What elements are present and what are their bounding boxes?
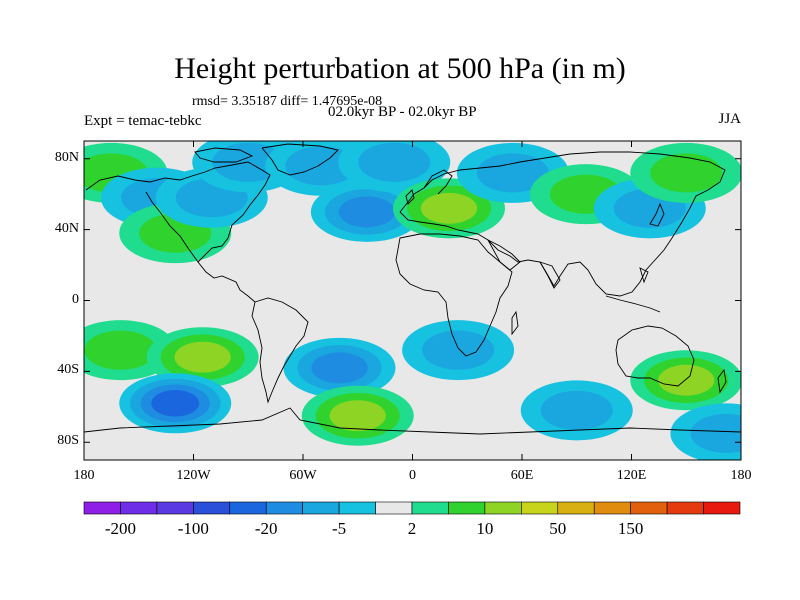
- contour-level: [476, 153, 549, 193]
- contour-blob: [393, 178, 505, 239]
- contour-blob: [520, 380, 633, 441]
- colorbar-swatch: [338, 501, 376, 515]
- colorbar-swatch: [557, 501, 595, 515]
- contour-blob: [310, 181, 423, 242]
- period-label: 02.0kyr BP - 02.0kyr BP: [328, 104, 477, 120]
- contour-fill-layer: [84, 141, 741, 460]
- contour-level: [540, 390, 613, 430]
- colorbar-label: -100: [177, 519, 209, 538]
- contour-blob: [630, 142, 741, 203]
- latitude-label: 80N: [54, 149, 79, 165]
- contour-blob: [146, 327, 259, 388]
- colorbar-swatch: [411, 501, 449, 515]
- colorbar-label: -5: [332, 519, 347, 538]
- contour-level: [174, 341, 231, 373]
- rmsd-diff-stats: rmsd= 3.35187 diff= 1.47695e-08: [192, 94, 383, 109]
- longitude-label: 120W: [176, 468, 211, 483]
- contour-blob: [338, 141, 451, 193]
- colorbar-swatch: [193, 501, 231, 515]
- colorbar-swatch: [375, 501, 413, 515]
- contour-level: [338, 196, 395, 228]
- colorbar-swatch: [666, 501, 704, 515]
- colorbar-swatch: [265, 501, 303, 515]
- colorbar-label: -20: [254, 519, 278, 538]
- contour-level: [658, 364, 715, 396]
- colorbar-swatch: [156, 501, 194, 515]
- latitude-label: 0: [72, 291, 79, 307]
- experiment-label: Expt = temac-tebkc: [84, 113, 202, 129]
- contour-level: [151, 390, 200, 417]
- contour-blob: [301, 385, 414, 446]
- longitude-label: 180: [73, 468, 95, 483]
- colorbar-label: 10: [476, 519, 494, 538]
- axis-ticks: [83, 141, 742, 460]
- colorbar-swatch: [593, 501, 631, 515]
- longitude-label: 180: [730, 468, 752, 483]
- plot-title: Height perturbation at 500 hPa (in m): [174, 52, 626, 85]
- contour-blob: [283, 337, 396, 398]
- colorbar-swatch: [83, 501, 121, 515]
- contour-level: [358, 142, 431, 182]
- colorbar-swatch: [630, 501, 668, 515]
- contour-level: [285, 146, 358, 186]
- latitude-label: 40S: [57, 362, 79, 378]
- contour-level: [329, 400, 386, 432]
- contour-blob: [630, 350, 741, 411]
- contour-blob: [119, 373, 232, 434]
- colorbar-label: 2: [407, 519, 417, 538]
- contour-level: [84, 330, 157, 370]
- colorbar-label: 50: [549, 519, 567, 538]
- colorbar-swatch: [120, 501, 158, 515]
- colorbar-swatch: [521, 501, 559, 515]
- contour-level: [422, 330, 495, 370]
- latitude-label: 80S: [57, 433, 79, 449]
- longitude-label: 60W: [289, 468, 317, 483]
- coastlines: [84, 143, 741, 435]
- colorbar-swatch: [229, 501, 267, 515]
- contour-blob: [402, 320, 515, 381]
- contour-level: [690, 413, 741, 453]
- longitude-label: 0: [409, 468, 416, 483]
- colorbar-swatch: [448, 501, 486, 515]
- season-label: JJA: [718, 111, 741, 127]
- longitude-label: 60E: [510, 468, 534, 483]
- latitude-label: 40N: [54, 220, 79, 236]
- contour-blob: [670, 403, 741, 460]
- colorbar-label: 150: [617, 519, 644, 538]
- colorbar-swatch: [703, 501, 741, 515]
- contour-level: [311, 352, 368, 384]
- colorbar: [83, 501, 741, 515]
- colorbar-label: -200: [104, 519, 137, 538]
- contour-level: [650, 153, 723, 193]
- contour-level: [420, 192, 478, 224]
- longitude-label: 120E: [616, 468, 647, 483]
- colorbar-swatch: [302, 501, 340, 515]
- colorbar-swatch: [484, 501, 522, 515]
